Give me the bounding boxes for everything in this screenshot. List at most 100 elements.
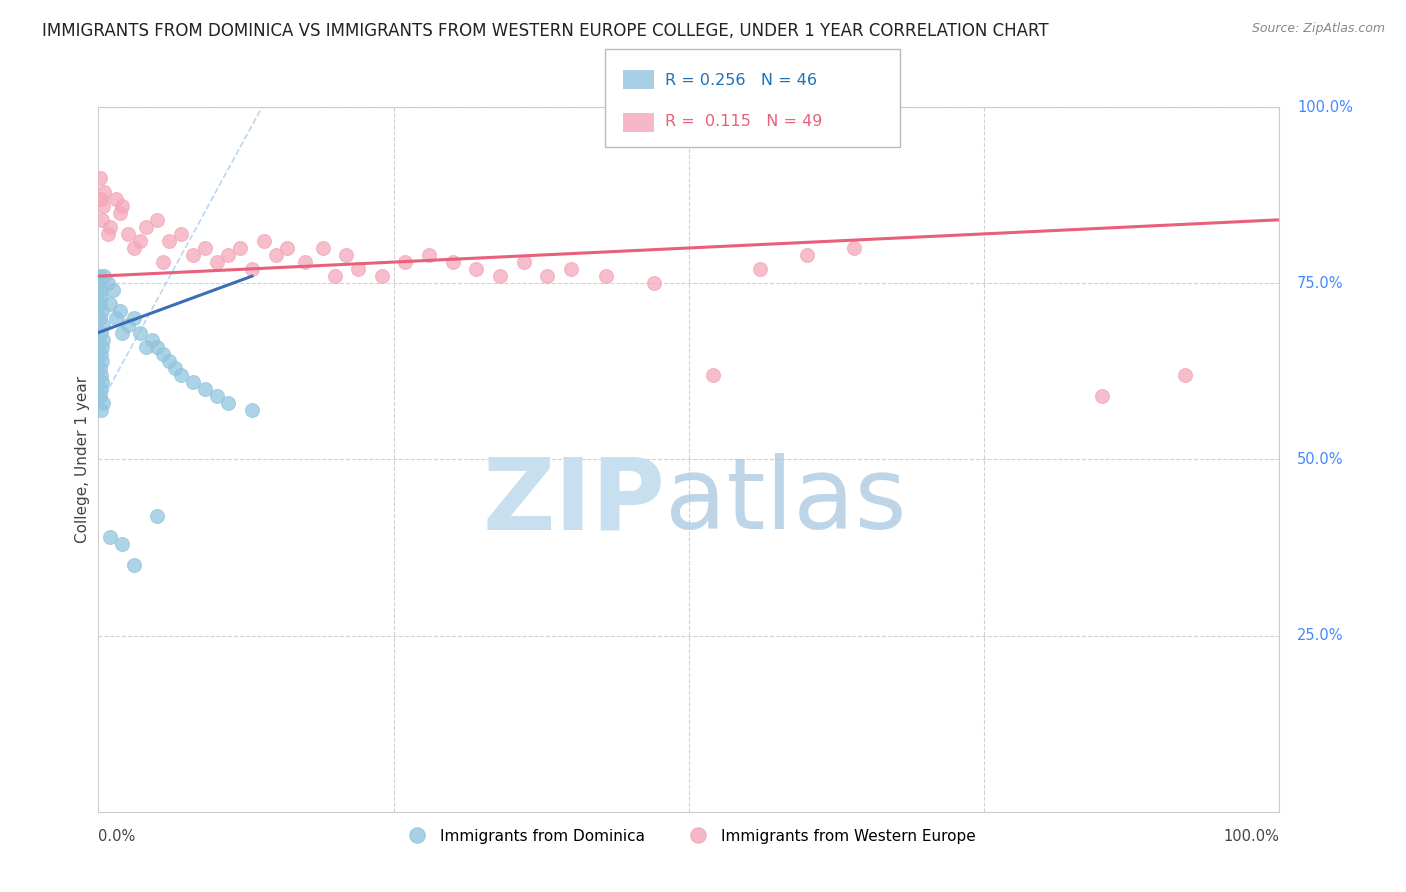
Point — [91, 304, 114, 318]
Point — [89, 389, 111, 403]
Point — [157, 353, 180, 368]
Point — [441, 255, 464, 269]
Point — [643, 277, 665, 291]
Point — [117, 318, 139, 333]
Point — [253, 234, 276, 248]
Point — [91, 333, 114, 347]
Point — [89, 360, 111, 375]
Text: 0.0%: 0.0% — [98, 830, 135, 845]
Point — [465, 262, 488, 277]
Point — [105, 192, 128, 206]
Point — [91, 396, 114, 410]
Point — [97, 277, 120, 291]
Point — [217, 248, 239, 262]
Point — [91, 340, 114, 354]
Point — [146, 340, 169, 354]
Y-axis label: College, Under 1 year: College, Under 1 year — [75, 376, 90, 543]
Point — [105, 311, 128, 326]
Point — [98, 219, 121, 234]
Point — [240, 403, 263, 417]
Point — [240, 262, 263, 277]
Point — [89, 297, 111, 311]
Text: atlas: atlas — [665, 453, 907, 550]
Point — [97, 227, 120, 241]
Point — [294, 255, 316, 269]
Point — [111, 537, 134, 551]
Point — [217, 396, 239, 410]
Point — [122, 558, 145, 573]
Point — [98, 297, 121, 311]
Point — [796, 248, 818, 262]
Point — [165, 360, 187, 375]
Point — [122, 241, 145, 255]
Point — [748, 262, 770, 277]
Point — [91, 375, 114, 389]
Text: 50.0%: 50.0% — [1298, 452, 1344, 467]
Point — [229, 241, 252, 255]
Point — [117, 227, 139, 241]
Point — [90, 382, 112, 396]
Text: 25.0%: 25.0% — [1298, 628, 1344, 643]
Point — [91, 318, 114, 333]
Point — [170, 227, 193, 241]
Point — [128, 326, 150, 340]
Point — [152, 346, 174, 360]
Point — [93, 185, 115, 199]
Point — [111, 326, 134, 340]
Point — [122, 311, 145, 326]
Point — [560, 262, 582, 277]
Point — [312, 241, 335, 255]
Text: 100.0%: 100.0% — [1298, 100, 1353, 114]
Point — [90, 192, 112, 206]
Text: IMMIGRANTS FROM DOMINICA VS IMMIGRANTS FROM WESTERN EUROPE COLLEGE, UNDER 1 YEAR: IMMIGRANTS FROM DOMINICA VS IMMIGRANTS F… — [42, 22, 1049, 40]
Point — [98, 530, 121, 544]
Point — [91, 199, 114, 213]
Legend: Immigrants from Dominica, Immigrants from Western Europe: Immigrants from Dominica, Immigrants fro… — [395, 822, 983, 850]
Point — [323, 269, 346, 284]
Point — [205, 389, 228, 403]
Point — [264, 248, 287, 262]
Point — [146, 508, 169, 523]
Point — [135, 219, 157, 234]
Point — [595, 269, 617, 284]
Point — [90, 283, 112, 297]
Point — [152, 255, 174, 269]
Point — [90, 368, 112, 382]
Text: R = 0.256   N = 46: R = 0.256 N = 46 — [665, 73, 817, 87]
Point — [89, 269, 111, 284]
Point — [108, 304, 131, 318]
Text: R =  0.115   N = 49: R = 0.115 N = 49 — [665, 114, 823, 128]
Point — [371, 269, 394, 284]
Point — [146, 212, 169, 227]
Point — [181, 375, 204, 389]
Text: 75.0%: 75.0% — [1298, 276, 1344, 291]
Point — [347, 262, 370, 277]
Point — [101, 283, 124, 297]
Point — [418, 248, 440, 262]
Point — [170, 368, 193, 382]
Text: ZIP: ZIP — [482, 453, 665, 550]
Point — [335, 248, 357, 262]
Point — [844, 241, 866, 255]
Point — [90, 290, 112, 304]
Point — [141, 333, 163, 347]
Point — [89, 170, 111, 185]
Point — [91, 353, 114, 368]
Point — [205, 255, 228, 269]
Point — [276, 241, 298, 255]
Point — [89, 277, 111, 291]
Point — [512, 255, 534, 269]
Point — [90, 346, 112, 360]
Point — [194, 241, 217, 255]
Point — [89, 311, 111, 326]
Point — [536, 269, 558, 284]
Point — [111, 199, 134, 213]
Point — [157, 234, 180, 248]
Point — [394, 255, 416, 269]
Point — [194, 382, 217, 396]
Point — [489, 269, 512, 284]
Text: 100.0%: 100.0% — [1223, 830, 1279, 845]
Point — [135, 340, 157, 354]
Point — [1174, 368, 1197, 382]
Point — [1091, 389, 1114, 403]
